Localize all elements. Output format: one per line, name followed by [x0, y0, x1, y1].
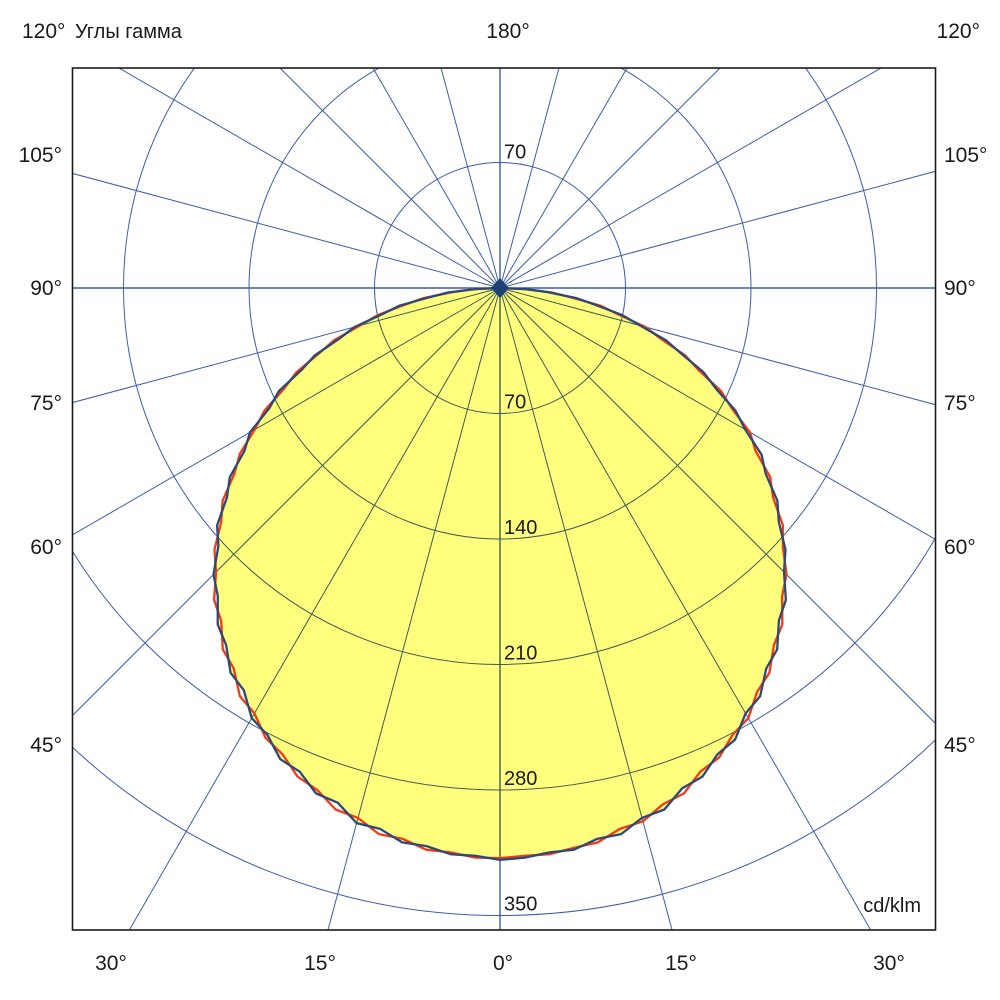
- grid-ray-255: [72, 172, 501, 289]
- intensity-lobe-fill: [213, 288, 786, 860]
- ring-label-below-210: 210: [504, 643, 537, 665]
- grid-ray-240: [117, 68, 501, 289]
- axis-label-bottom-3: 15°: [665, 952, 697, 975]
- grid-ray-165: [499, 68, 560, 289]
- axis-label-left-75: 75°: [30, 392, 62, 415]
- plot-frame: [71, 67, 937, 931]
- axis-label-180: 180°: [486, 20, 529, 43]
- axis-label-left-90: 90°: [30, 277, 62, 300]
- grid-ray-120: [499, 68, 883, 289]
- axis-label-right-75: 75°: [944, 392, 976, 415]
- axis-label-bottom-4: 30°: [873, 952, 905, 975]
- grid-ray-105: [499, 170, 936, 289]
- corner-label-top-left: 120°: [22, 20, 65, 43]
- ring-label-below-350: 350: [504, 894, 537, 916]
- units-label: cd/klm: [863, 895, 921, 917]
- axis-label-bottom-1: 15°: [304, 952, 336, 975]
- grid-ray-225: [279, 68, 501, 289]
- grid-ray-210: [372, 68, 501, 289]
- axis-label-left-45: 45°: [30, 734, 62, 757]
- axis-label-bottom-0: 30°: [95, 952, 127, 975]
- axis-label-left-105: 105°: [19, 144, 62, 167]
- grid-ray-195: [440, 68, 501, 289]
- chart-title: Углы гамма: [75, 21, 183, 43]
- axis-label-right-90: 90°: [944, 277, 976, 300]
- grid-ray-150: [499, 68, 628, 289]
- axis-label-right-45: 45°: [944, 734, 976, 757]
- corner-label-top-right: 120°: [937, 20, 980, 43]
- origin-marker: [491, 278, 509, 298]
- curve-c90-c270: [212, 286, 788, 862]
- ring-label-below-140: 140: [504, 517, 537, 539]
- axis-label-right-105: 105°: [944, 144, 987, 167]
- grid-ray-75: [499, 287, 936, 406]
- axis-label-right-60: 60°: [944, 536, 976, 559]
- ring-label-below-70: 70: [504, 392, 526, 414]
- ring-label-above-70: 70: [504, 142, 526, 164]
- grid-ray-135: [499, 68, 721, 289]
- curve-c0-c180: [212, 286, 788, 860]
- axis-label-bottom-2: 0°: [493, 952, 513, 975]
- axis-label-left-60: 60°: [30, 536, 62, 559]
- ring-label-below-280: 280: [504, 768, 537, 790]
- grid-ray-285: [72, 287, 501, 404]
